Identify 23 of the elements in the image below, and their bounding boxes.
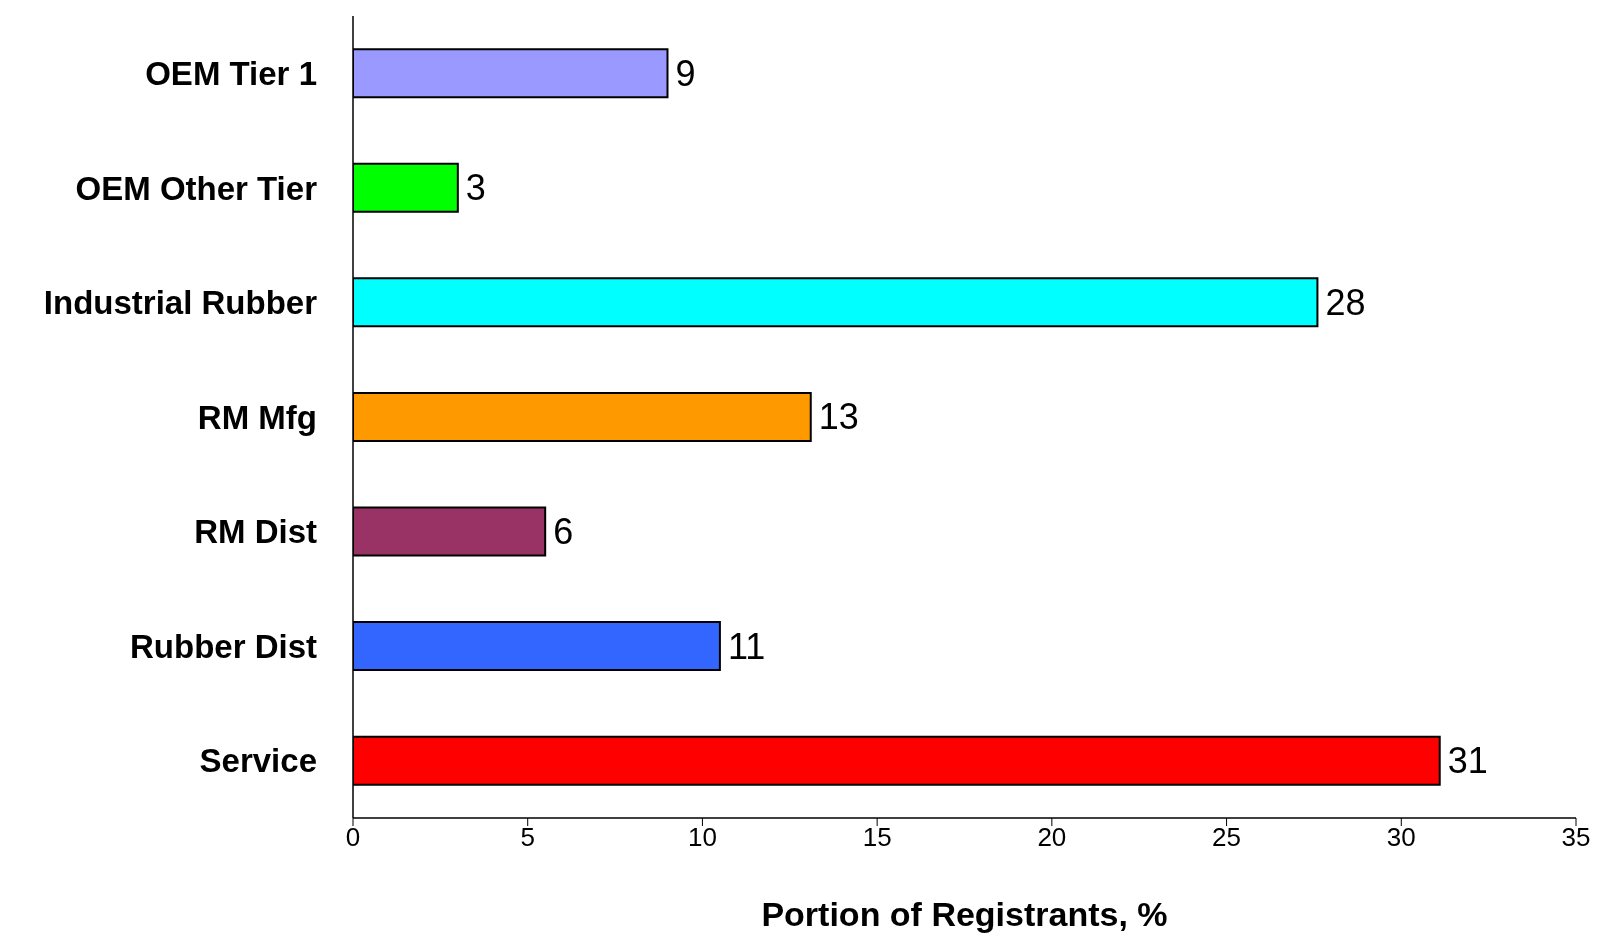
x-tick-label: 25 [1212, 822, 1242, 853]
x-tick-label: 15 [862, 822, 892, 853]
x-tick-label: 5 [520, 822, 535, 853]
y-tick-label: OEM Tier 1 [145, 55, 317, 92]
y-tick-label: RM Dist [194, 513, 317, 551]
y-tick-label: Rubber Dist [129, 627, 318, 665]
x-tick-label: 35 [1561, 822, 1591, 853]
y-tick-label: Service [199, 742, 317, 780]
y-tick-label: RM Mfg [197, 398, 317, 436]
y-tick-label: Industrial Rubber [43, 284, 318, 322]
data-label: 13 [818, 396, 859, 438]
x-tick-label: 30 [1386, 822, 1416, 853]
x-tick-label: 0 [345, 822, 361, 853]
data-label: 31 [1447, 740, 1488, 782]
x-axis-title: Portion of Registrants, % [761, 895, 1168, 933]
x-tick-label: 10 [687, 822, 717, 853]
data-label: 11 [727, 625, 766, 667]
data-label: 6 [553, 511, 574, 553]
data-label: 3 [465, 167, 486, 209]
x-tick-label: 20 [1037, 822, 1067, 853]
data-label: 28 [1325, 281, 1366, 323]
y-tick-label: OEM Other Tier [75, 169, 318, 207]
data-label: 9 [675, 52, 696, 94]
